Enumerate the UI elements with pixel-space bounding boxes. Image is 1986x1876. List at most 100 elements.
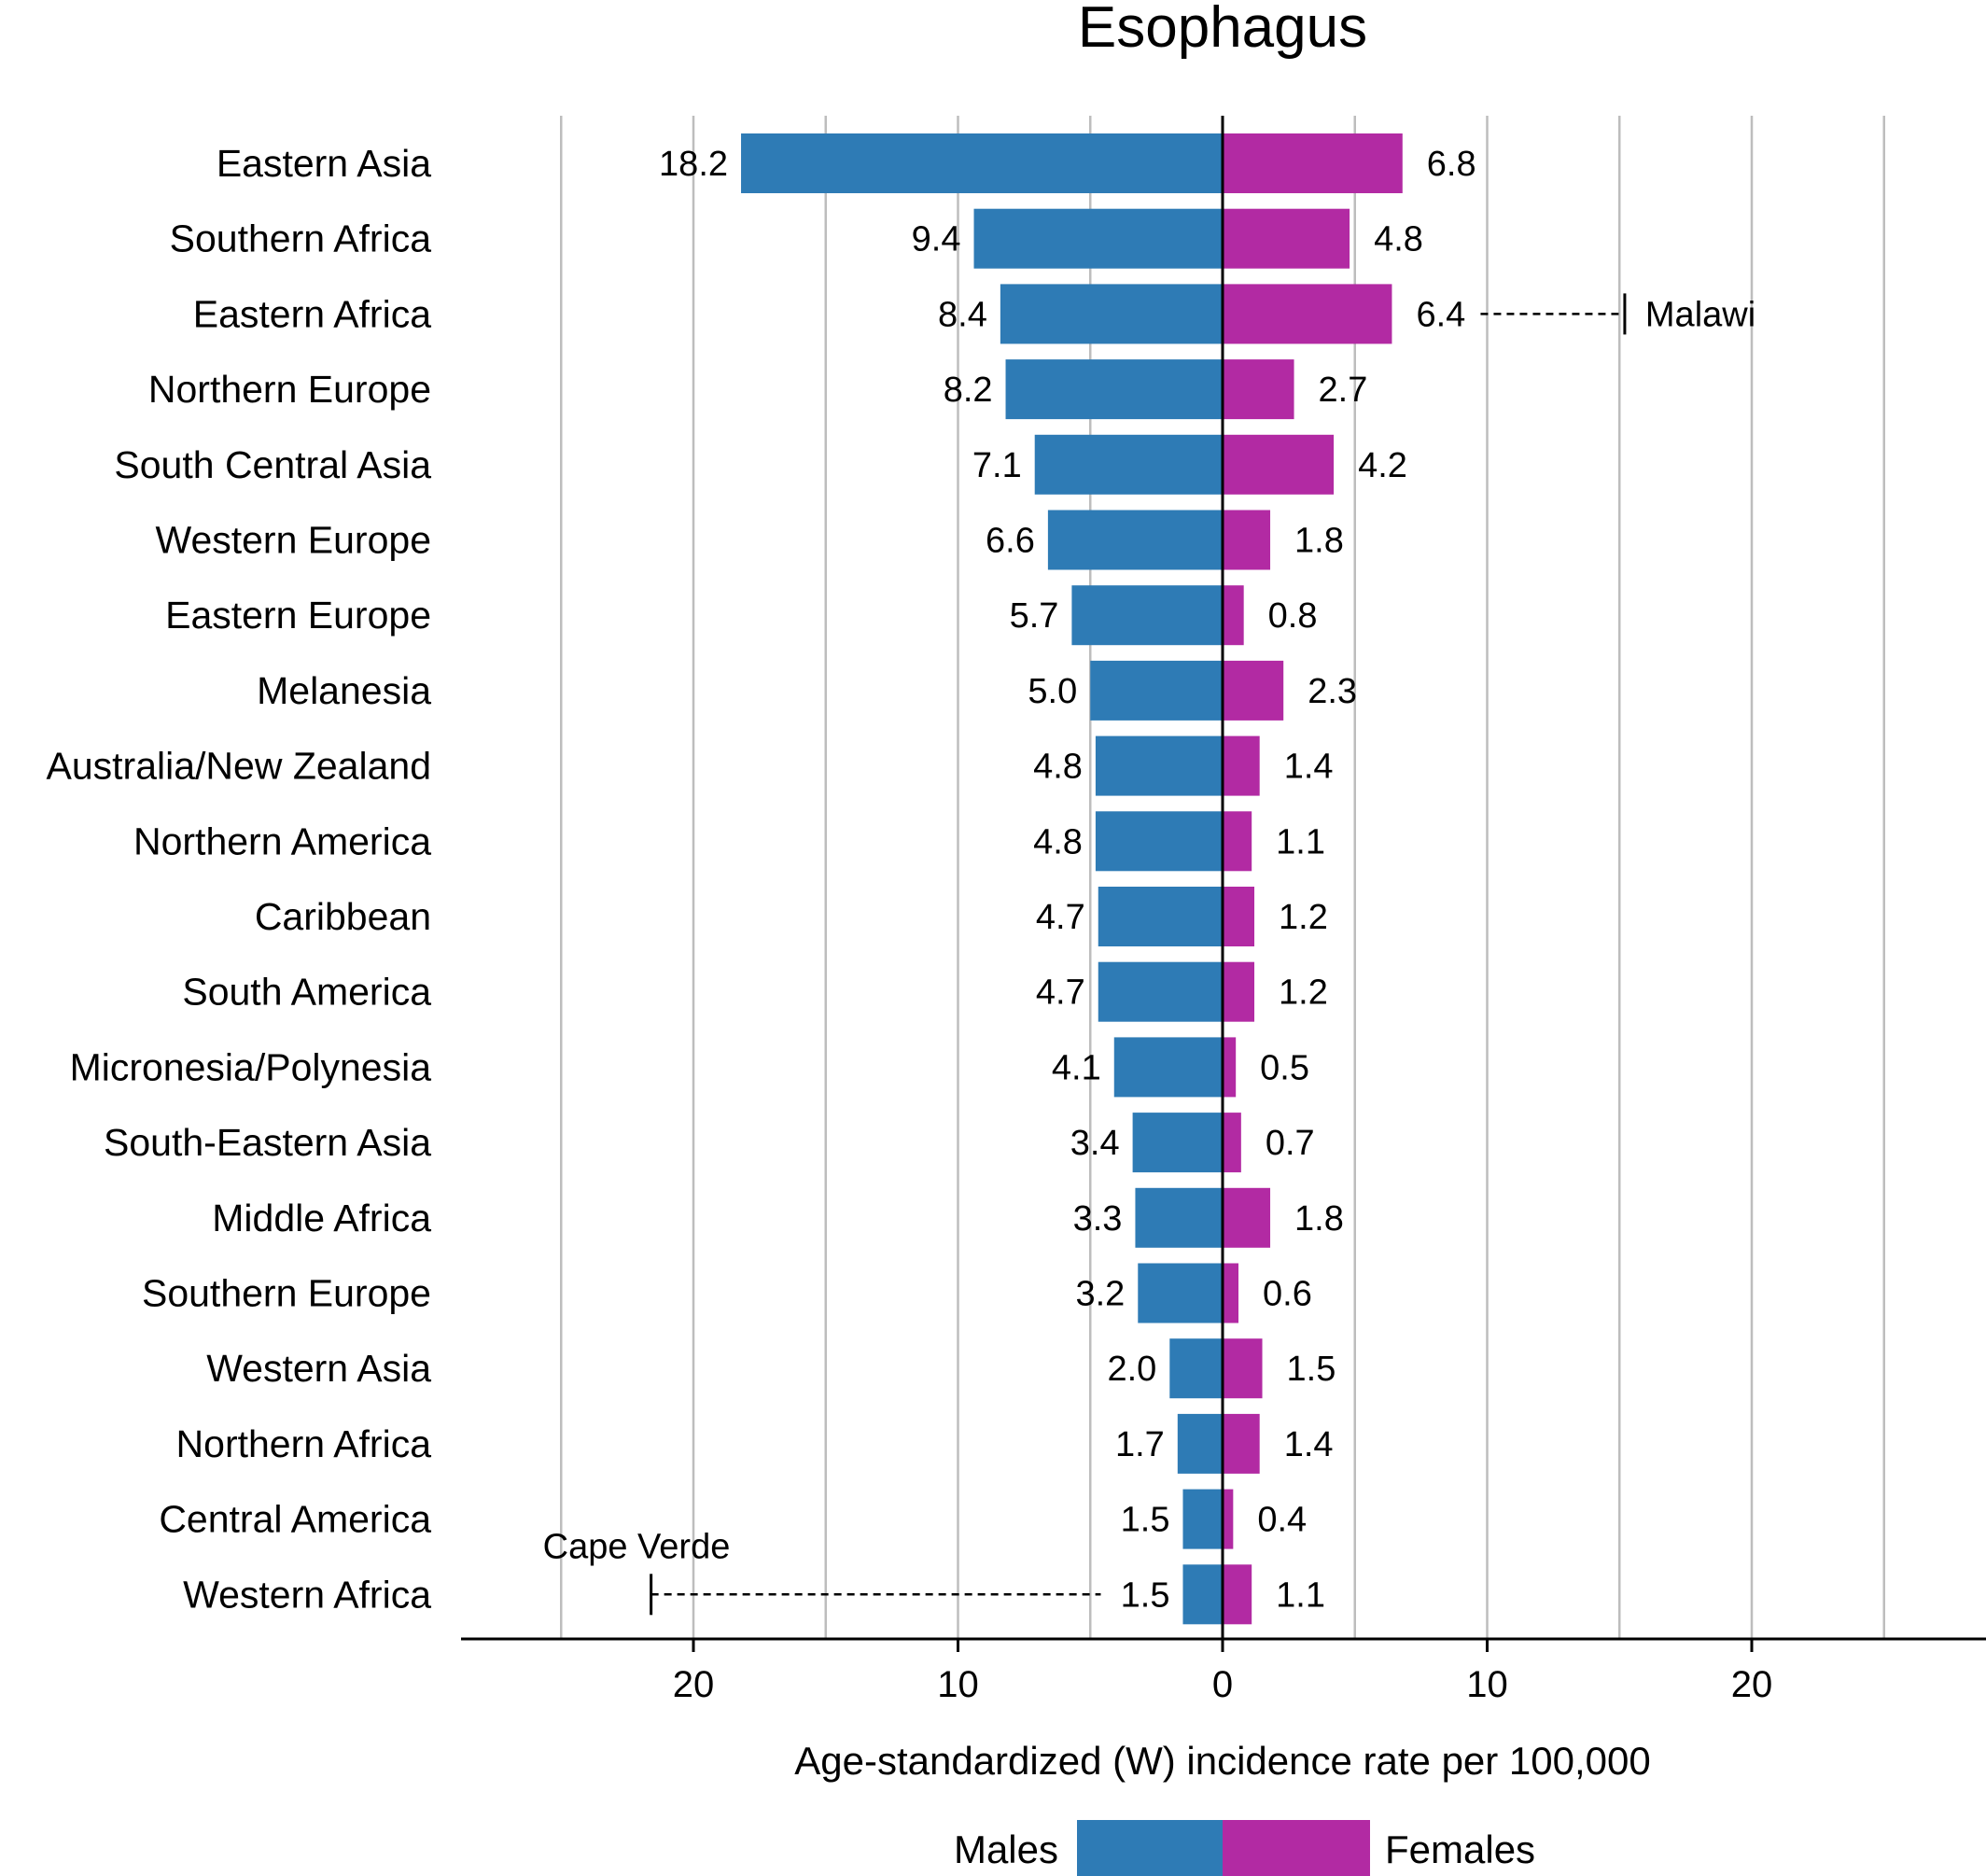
value-label-males-south-central-asia: 7.1: [972, 446, 1022, 485]
value-label-females-south-eastern-asia: 0.7: [1266, 1124, 1315, 1163]
bar-females-western-asia: [1223, 1338, 1263, 1399]
value-label-females-northern-europe: 2.7: [1319, 371, 1368, 410]
value-label-females-middle-africa: 1.8: [1294, 1199, 1344, 1239]
bar-females-south-central-asia: [1223, 434, 1335, 495]
category-label-southern-europe: Southern Europe: [142, 1272, 431, 1315]
bar-males-eastern-europe: [1071, 585, 1223, 646]
value-label-males-south-america: 4.7: [1036, 973, 1085, 1013]
value-label-females-southern-africa: 4.8: [1374, 220, 1423, 259]
value-label-males-caribbean: 4.7: [1036, 898, 1085, 937]
value-label-males-eastern-asia: 18.2: [659, 145, 728, 184]
value-label-females-eastern-africa: 6.4: [1416, 295, 1465, 334]
value-label-males-central-america: 1.5: [1121, 1501, 1170, 1540]
value-label-males-northern-europe: 8.2: [944, 371, 993, 410]
bar-males-eastern-asia: [741, 133, 1223, 193]
category-label-northern-europe: Northern Europe: [148, 368, 431, 411]
category-label-central-america: Central America: [159, 1498, 431, 1541]
bar-females-eastern-europe: [1223, 585, 1244, 646]
value-label-females-northern-africa: 1.4: [1284, 1425, 1334, 1464]
bar-females-southern-europe: [1223, 1263, 1239, 1323]
bar-males-western-europe: [1047, 510, 1223, 570]
category-label-western-africa: Western Africa: [183, 1573, 431, 1616]
value-label-males-eastern-europe: 5.7: [1010, 596, 1059, 636]
bar-males-southern-europe: [1138, 1263, 1223, 1323]
legend-swatch-males: [1077, 1820, 1223, 1876]
value-label-females-australia-new-zealand: 1.4: [1284, 748, 1334, 787]
x-tick-label-4: 20: [1731, 1664, 1773, 1705]
value-label-males-northern-africa: 1.7: [1115, 1425, 1165, 1464]
category-label-micronesia-polynesia: Micronesia/Polynesia: [70, 1045, 432, 1088]
value-label-males-south-eastern-asia: 3.4: [1070, 1124, 1120, 1163]
annotation-label-cape-verde: Cape Verde: [543, 1527, 731, 1566]
value-label-males-eastern-africa: 8.4: [938, 295, 987, 334]
category-label-northern-africa: Northern Africa: [176, 1422, 432, 1465]
x-tick-label-2: 0: [1212, 1664, 1233, 1705]
bars-layer: [741, 133, 1403, 1625]
category-label-south-central-asia: South Central Asia: [114, 443, 431, 486]
category-label-australia-new-zealand: Australia/New Zealand: [47, 745, 431, 788]
value-label-females-central-america: 0.4: [1257, 1501, 1307, 1540]
bar-females-eastern-africa: [1223, 284, 1392, 344]
value-label-females-western-europe: 1.8: [1294, 522, 1344, 561]
bar-males-northern-america: [1095, 811, 1223, 872]
value-label-males-northern-america: 4.8: [1033, 822, 1083, 861]
value-label-males-western-asia: 2.0: [1107, 1350, 1156, 1389]
value-label-males-western-africa: 1.5: [1121, 1575, 1170, 1615]
category-label-western-europe: Western Europe: [155, 519, 431, 562]
value-label-males-melanesia: 5.0: [1028, 672, 1077, 711]
bar-females-south-america: [1223, 961, 1255, 1022]
value-label-females-eastern-asia: 6.8: [1427, 145, 1476, 184]
value-label-females-south-america: 1.2: [1279, 973, 1328, 1013]
category-label-middle-africa: Middle Africa: [212, 1197, 431, 1239]
bar-males-eastern-africa: [1000, 284, 1223, 344]
bar-females-western-europe: [1223, 510, 1271, 570]
value-label-females-caribbean: 1.2: [1279, 898, 1328, 937]
category-label-eastern-europe: Eastern Europe: [165, 594, 431, 637]
bar-females-southern-africa: [1223, 208, 1350, 269]
bar-females-western-africa: [1223, 1564, 1252, 1625]
legend: Males Females: [954, 1820, 1535, 1876]
x-tick-label-1: 10: [937, 1664, 979, 1705]
category-label-caribbean: Caribbean: [255, 895, 431, 938]
value-label-females-eastern-europe: 0.8: [1268, 596, 1318, 636]
category-label-south-america: South America: [182, 971, 431, 1014]
value-label-males-southern-africa: 9.4: [912, 220, 961, 259]
value-label-females-melanesia: 2.3: [1308, 672, 1357, 711]
value-label-males-australia-new-zealand: 4.8: [1033, 748, 1083, 787]
bar-females-australia-new-zealand: [1223, 735, 1260, 796]
bar-males-south-eastern-asia: [1132, 1113, 1223, 1173]
legend-label-females: Females: [1385, 1827, 1535, 1871]
bar-males-south-america: [1098, 961, 1223, 1022]
x-axis: 20 10 0 10 20: [461, 116, 1986, 1705]
bar-males-northern-africa: [1177, 1413, 1223, 1474]
category-label-melanesia: Melanesia: [257, 669, 431, 712]
value-label-females-southern-europe: 0.6: [1263, 1275, 1312, 1314]
bar-females-eastern-asia: [1223, 133, 1403, 193]
bar-females-middle-africa: [1223, 1187, 1271, 1248]
x-tick-label-0: 20: [673, 1664, 715, 1705]
value-label-females-western-africa: 1.1: [1276, 1575, 1325, 1615]
legend-label-males: Males: [954, 1827, 1058, 1871]
bar-females-caribbean: [1223, 887, 1255, 946]
bar-females-micronesia-polynesia: [1223, 1037, 1237, 1098]
annotations-layer: Malawi Cape Verde: [543, 293, 1755, 1616]
value-label-females-northern-america: 1.1: [1276, 822, 1325, 861]
value-label-females-south-central-asia: 4.2: [1358, 446, 1407, 485]
category-label-northern-america: Northern America: [133, 819, 431, 862]
value-label-males-southern-europe: 3.2: [1075, 1275, 1125, 1314]
bar-males-micronesia-polynesia: [1113, 1037, 1223, 1098]
bar-males-southern-africa: [973, 208, 1223, 269]
value-label-males-western-europe: 6.6: [986, 522, 1035, 561]
bar-females-south-eastern-asia: [1223, 1113, 1241, 1173]
value-label-females-micronesia-polynesia: 0.5: [1260, 1048, 1309, 1087]
bar-males-south-central-asia: [1034, 434, 1223, 495]
value-label-females-western-asia: 1.5: [1287, 1350, 1336, 1389]
x-axis-title: Age-standardized (W) incidence rate per …: [794, 1739, 1651, 1783]
bar-females-northern-europe: [1223, 359, 1294, 420]
bar-males-central-america: [1182, 1489, 1223, 1549]
bar-males-australia-new-zealand: [1095, 735, 1223, 796]
chart-title: Esophagus: [1078, 0, 1367, 60]
x-tick-label-3: 10: [1466, 1664, 1508, 1705]
category-label-eastern-africa: Eastern Africa: [193, 292, 431, 335]
